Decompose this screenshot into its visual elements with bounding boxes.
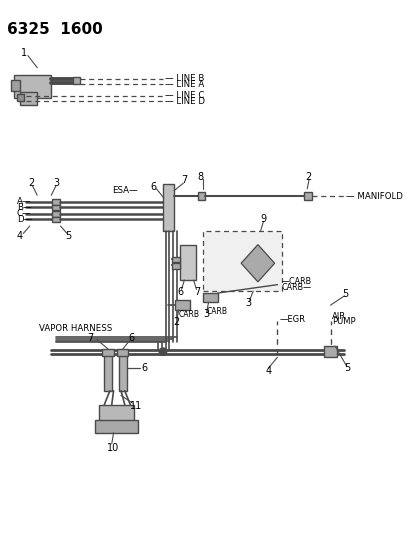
Bar xyxy=(175,301,190,310)
Text: 1: 1 xyxy=(20,48,27,58)
Text: 5: 5 xyxy=(344,364,351,374)
Text: 10: 10 xyxy=(107,442,119,453)
Bar xyxy=(172,257,180,262)
Bar xyxy=(180,245,196,280)
Text: 5: 5 xyxy=(65,231,71,241)
Bar xyxy=(203,231,282,291)
Bar xyxy=(324,346,337,357)
Text: — LINE B: — LINE B xyxy=(165,75,204,83)
Text: — LINE C: — LINE C xyxy=(165,91,204,100)
Text: AIR: AIR xyxy=(333,312,346,321)
Text: CARB: CARB xyxy=(179,310,200,319)
Text: 3: 3 xyxy=(203,310,209,319)
Text: 4: 4 xyxy=(17,231,23,241)
Bar xyxy=(104,353,112,391)
Bar xyxy=(163,184,174,231)
Text: —EGR: —EGR xyxy=(279,314,305,324)
Text: 8: 8 xyxy=(197,172,204,182)
Text: ESA—: ESA— xyxy=(112,186,138,195)
Text: 7: 7 xyxy=(88,333,94,343)
Text: 2: 2 xyxy=(305,172,312,182)
Bar xyxy=(52,217,60,222)
Text: PUMP: PUMP xyxy=(333,317,356,326)
Text: 4: 4 xyxy=(265,366,271,376)
Text: —CARB: —CARB xyxy=(281,277,311,286)
Bar xyxy=(118,349,129,357)
Text: 6325  1600: 6325 1600 xyxy=(7,22,103,37)
Text: 3: 3 xyxy=(53,178,59,188)
Text: C—: C— xyxy=(17,209,31,219)
Bar xyxy=(203,293,218,302)
Bar xyxy=(172,263,180,269)
Bar xyxy=(52,199,60,205)
Text: CARB: CARB xyxy=(207,307,228,316)
Bar xyxy=(11,80,20,91)
Bar xyxy=(14,75,51,98)
Text: B—: B— xyxy=(17,203,31,212)
Text: D—: D— xyxy=(17,215,32,224)
Text: VAPOR HARNESS: VAPOR HARNESS xyxy=(39,324,112,333)
Bar xyxy=(119,353,126,391)
Text: 5: 5 xyxy=(343,289,349,299)
Bar xyxy=(52,211,60,217)
Text: 6: 6 xyxy=(129,333,135,343)
Text: 7: 7 xyxy=(195,287,201,297)
Text: — MANIFOLD: — MANIFOLD xyxy=(346,192,403,201)
Bar xyxy=(17,94,24,101)
Text: CARB—: CARB— xyxy=(281,283,311,292)
Bar xyxy=(73,77,80,85)
Text: 2: 2 xyxy=(28,178,34,188)
Text: 3: 3 xyxy=(246,298,252,308)
Text: 2: 2 xyxy=(173,317,180,327)
Text: 7: 7 xyxy=(182,175,188,185)
Bar xyxy=(99,405,134,422)
Bar xyxy=(304,192,312,200)
Text: — LINE A: — LINE A xyxy=(165,80,204,89)
Text: 6: 6 xyxy=(178,287,184,297)
Text: 6: 6 xyxy=(151,182,157,192)
Bar xyxy=(52,205,60,210)
Text: — LINE D: — LINE D xyxy=(165,97,205,106)
Text: 11: 11 xyxy=(130,401,142,411)
Bar xyxy=(198,192,205,200)
Bar xyxy=(102,349,113,357)
Text: 6: 6 xyxy=(142,362,148,373)
Text: A—: A— xyxy=(17,197,31,206)
Polygon shape xyxy=(241,245,275,282)
Circle shape xyxy=(159,348,166,356)
Text: 9: 9 xyxy=(261,214,267,223)
Bar xyxy=(95,419,138,433)
Bar xyxy=(20,92,37,105)
